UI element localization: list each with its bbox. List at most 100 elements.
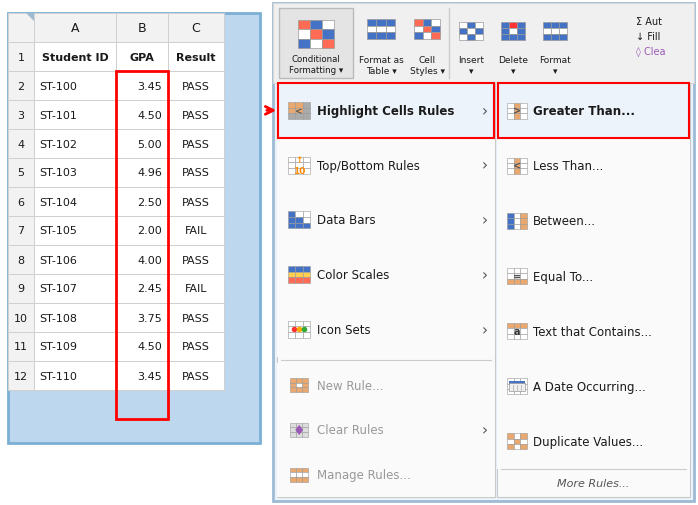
Bar (559, 29, 567, 35)
Bar (520, 434, 527, 439)
Bar (168, 159, 224, 188)
Bar (302, 468, 308, 472)
Bar (168, 332, 224, 361)
Text: PASS: PASS (182, 371, 210, 381)
Bar (501, 23, 509, 29)
Bar (295, 272, 303, 278)
Bar (303, 114, 310, 120)
Bar (8, 304, 34, 332)
Bar (8, 188, 34, 217)
Text: ↓ Fill: ↓ Fill (636, 32, 660, 42)
Bar (423, 33, 431, 40)
Bar (497, 249, 690, 304)
Bar (497, 84, 690, 139)
Text: ST-108: ST-108 (39, 313, 77, 323)
Text: ›: › (482, 268, 488, 282)
Text: <: < (295, 107, 303, 116)
Text: Delete
▾: Delete ▾ (498, 56, 528, 76)
Text: ›: › (482, 423, 488, 437)
Text: Color Scales: Color Scales (317, 269, 389, 281)
Bar (8, 217, 34, 245)
Bar (8, 332, 34, 361)
Bar (277, 193, 495, 248)
Bar (277, 84, 495, 138)
Text: ST-100: ST-100 (39, 81, 77, 91)
Text: ST-107: ST-107 (39, 284, 77, 294)
Bar (8, 14, 34, 43)
Text: Between...: Between... (533, 215, 596, 228)
Bar (279, 9, 353, 79)
Bar (501, 35, 509, 41)
Text: Icon Sets: Icon Sets (317, 323, 371, 336)
Bar (514, 109, 520, 114)
Text: Result: Result (177, 53, 216, 63)
Bar (303, 223, 310, 229)
Bar (367, 33, 376, 40)
Bar (8, 130, 34, 159)
Bar (475, 35, 483, 41)
Bar (322, 21, 334, 30)
Text: 8: 8 (17, 255, 24, 265)
Bar (467, 23, 475, 29)
Bar (303, 218, 310, 223)
Bar (310, 39, 322, 49)
Bar (303, 157, 310, 163)
Bar (517, 35, 525, 41)
Text: ST-102: ST-102 (39, 139, 77, 149)
Text: PASS: PASS (182, 197, 210, 207)
Bar (514, 324, 520, 329)
Bar (168, 101, 224, 130)
Polygon shape (26, 14, 34, 22)
Bar (431, 33, 440, 40)
Text: New Rule...: New Rule... (317, 379, 383, 392)
Bar (34, 130, 116, 159)
Bar (290, 472, 296, 477)
Bar (467, 29, 475, 35)
Bar (34, 14, 116, 43)
Bar (514, 274, 520, 279)
Text: ›: › (482, 213, 488, 228)
Bar (116, 43, 168, 72)
Bar (295, 114, 303, 120)
Bar (520, 274, 527, 279)
Text: ST-104: ST-104 (39, 197, 77, 207)
Bar (277, 302, 495, 357)
Text: Format as
Table ▾: Format as Table ▾ (359, 56, 403, 76)
Bar (310, 21, 322, 30)
Bar (520, 334, 527, 339)
Text: 7: 7 (17, 226, 24, 236)
Text: PASS: PASS (182, 255, 210, 265)
Bar (298, 39, 310, 49)
Bar (509, 29, 517, 35)
Bar (497, 359, 690, 414)
Bar (8, 14, 260, 443)
Text: Student ID: Student ID (42, 53, 108, 63)
Text: 2.50: 2.50 (138, 197, 162, 207)
Bar (168, 217, 224, 245)
Bar (116, 159, 168, 188)
Bar (303, 163, 310, 169)
Bar (277, 84, 495, 497)
Bar (34, 245, 116, 274)
Bar (116, 101, 168, 130)
Bar (34, 159, 116, 188)
Bar (507, 114, 514, 119)
Bar (296, 383, 302, 388)
Bar (514, 104, 520, 109)
Bar (514, 329, 520, 334)
Bar (298, 21, 310, 30)
Bar (467, 35, 475, 41)
Bar (277, 138, 495, 193)
Bar (303, 169, 310, 174)
Bar (290, 477, 296, 482)
Text: Text that Contains...: Text that Contains... (533, 325, 652, 338)
Bar (116, 188, 168, 217)
Bar (296, 477, 302, 482)
Bar (517, 29, 525, 35)
Text: 5.00: 5.00 (138, 139, 162, 149)
Bar (501, 29, 509, 35)
Bar (520, 169, 527, 174)
Bar (514, 219, 520, 224)
Text: a: a (514, 327, 520, 336)
Text: 2.45: 2.45 (137, 284, 162, 294)
